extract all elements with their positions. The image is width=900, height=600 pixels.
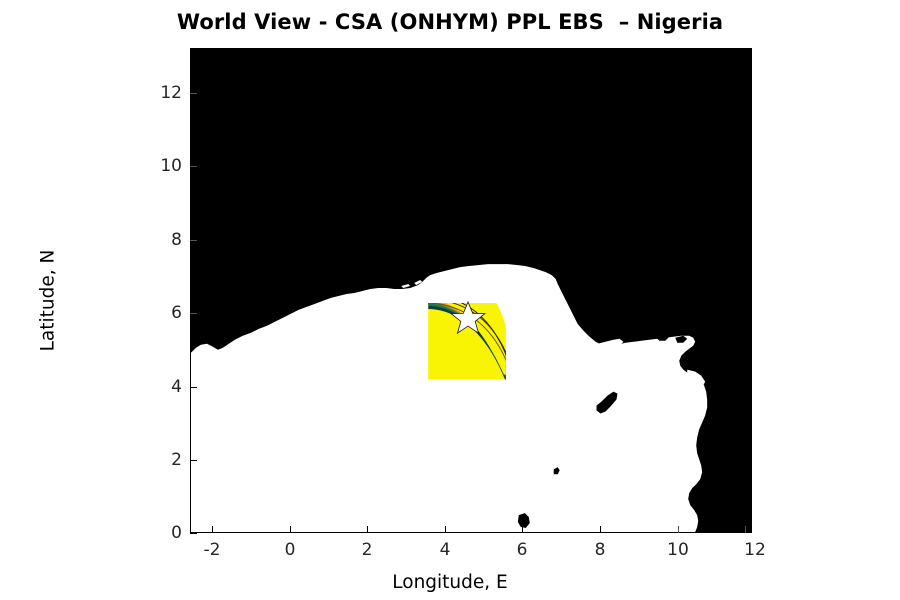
y-tick-label: 4 bbox=[171, 377, 182, 397]
offshore-speck-3 bbox=[541, 304, 548, 308]
x-tick-label: 12 bbox=[744, 540, 766, 560]
map-plot-area[interactable] bbox=[190, 48, 752, 533]
y-tick-mark bbox=[190, 460, 197, 461]
coast-notch-a bbox=[655, 334, 670, 341]
bioko-island bbox=[596, 391, 618, 414]
y-axis-label: Latitude, N bbox=[37, 249, 59, 352]
sao-tome-island bbox=[517, 513, 530, 529]
x-tick-mark bbox=[600, 526, 601, 533]
map-svg bbox=[191, 49, 751, 532]
x-tick-label: 4 bbox=[439, 540, 451, 560]
y-tick-mark bbox=[190, 166, 197, 167]
landmass-west-africa bbox=[191, 264, 708, 532]
y-tick-label: 6 bbox=[171, 303, 182, 323]
y-tick-label: 0 bbox=[171, 523, 182, 543]
coast-detail-niger-delta bbox=[597, 338, 624, 348]
page-title: World View - CSA (ONHYM) PPL EBS – Niger… bbox=[176, 10, 724, 34]
y-tick-mark bbox=[190, 533, 197, 534]
y-tick-label: 8 bbox=[171, 230, 182, 250]
x-tick-label: -2 bbox=[203, 540, 221, 560]
y-tick-mark bbox=[190, 240, 197, 241]
x-tick-label: 8 bbox=[594, 540, 606, 560]
y-tick-mark bbox=[190, 387, 197, 388]
y-tick-mark bbox=[190, 93, 197, 94]
x-tick-label: 10 bbox=[667, 540, 689, 560]
x-tick-label: 0 bbox=[284, 540, 296, 560]
block-land-mask bbox=[496, 302, 506, 326]
x-tick-label: 6 bbox=[516, 540, 528, 560]
x-axis-label: Longitude, E bbox=[392, 572, 508, 593]
y-tick-label: 2 bbox=[171, 450, 182, 470]
x-tick-label: 2 bbox=[361, 540, 373, 560]
x-tick-mark bbox=[367, 526, 368, 533]
y-tick-label: 12 bbox=[160, 83, 182, 103]
offshore-speck-1 bbox=[401, 284, 411, 289]
x-tick-mark bbox=[290, 526, 291, 533]
coast-detail-cameroon bbox=[687, 369, 706, 386]
x-tick-mark bbox=[212, 526, 213, 533]
x-tick-mark bbox=[678, 526, 679, 533]
x-axis-ticks: -2 0 2 4 6 8 10 12 bbox=[0, 540, 900, 566]
x-tick-mark bbox=[445, 526, 446, 533]
principe-island bbox=[553, 467, 560, 475]
y-tick-label: 10 bbox=[160, 156, 182, 176]
x-tick-mark bbox=[522, 526, 523, 533]
y-axis-ticks: 0 2 4 6 8 10 12 bbox=[126, 0, 182, 600]
coast-notch-c bbox=[688, 491, 697, 504]
coast-notch-b bbox=[675, 335, 688, 343]
offshore-speck-2 bbox=[414, 280, 423, 286]
y-tick-mark bbox=[190, 313, 197, 314]
x-tick-mark bbox=[745, 526, 746, 533]
site-marker-star bbox=[449, 300, 487, 335]
offshore-speck-4 bbox=[553, 313, 559, 317]
